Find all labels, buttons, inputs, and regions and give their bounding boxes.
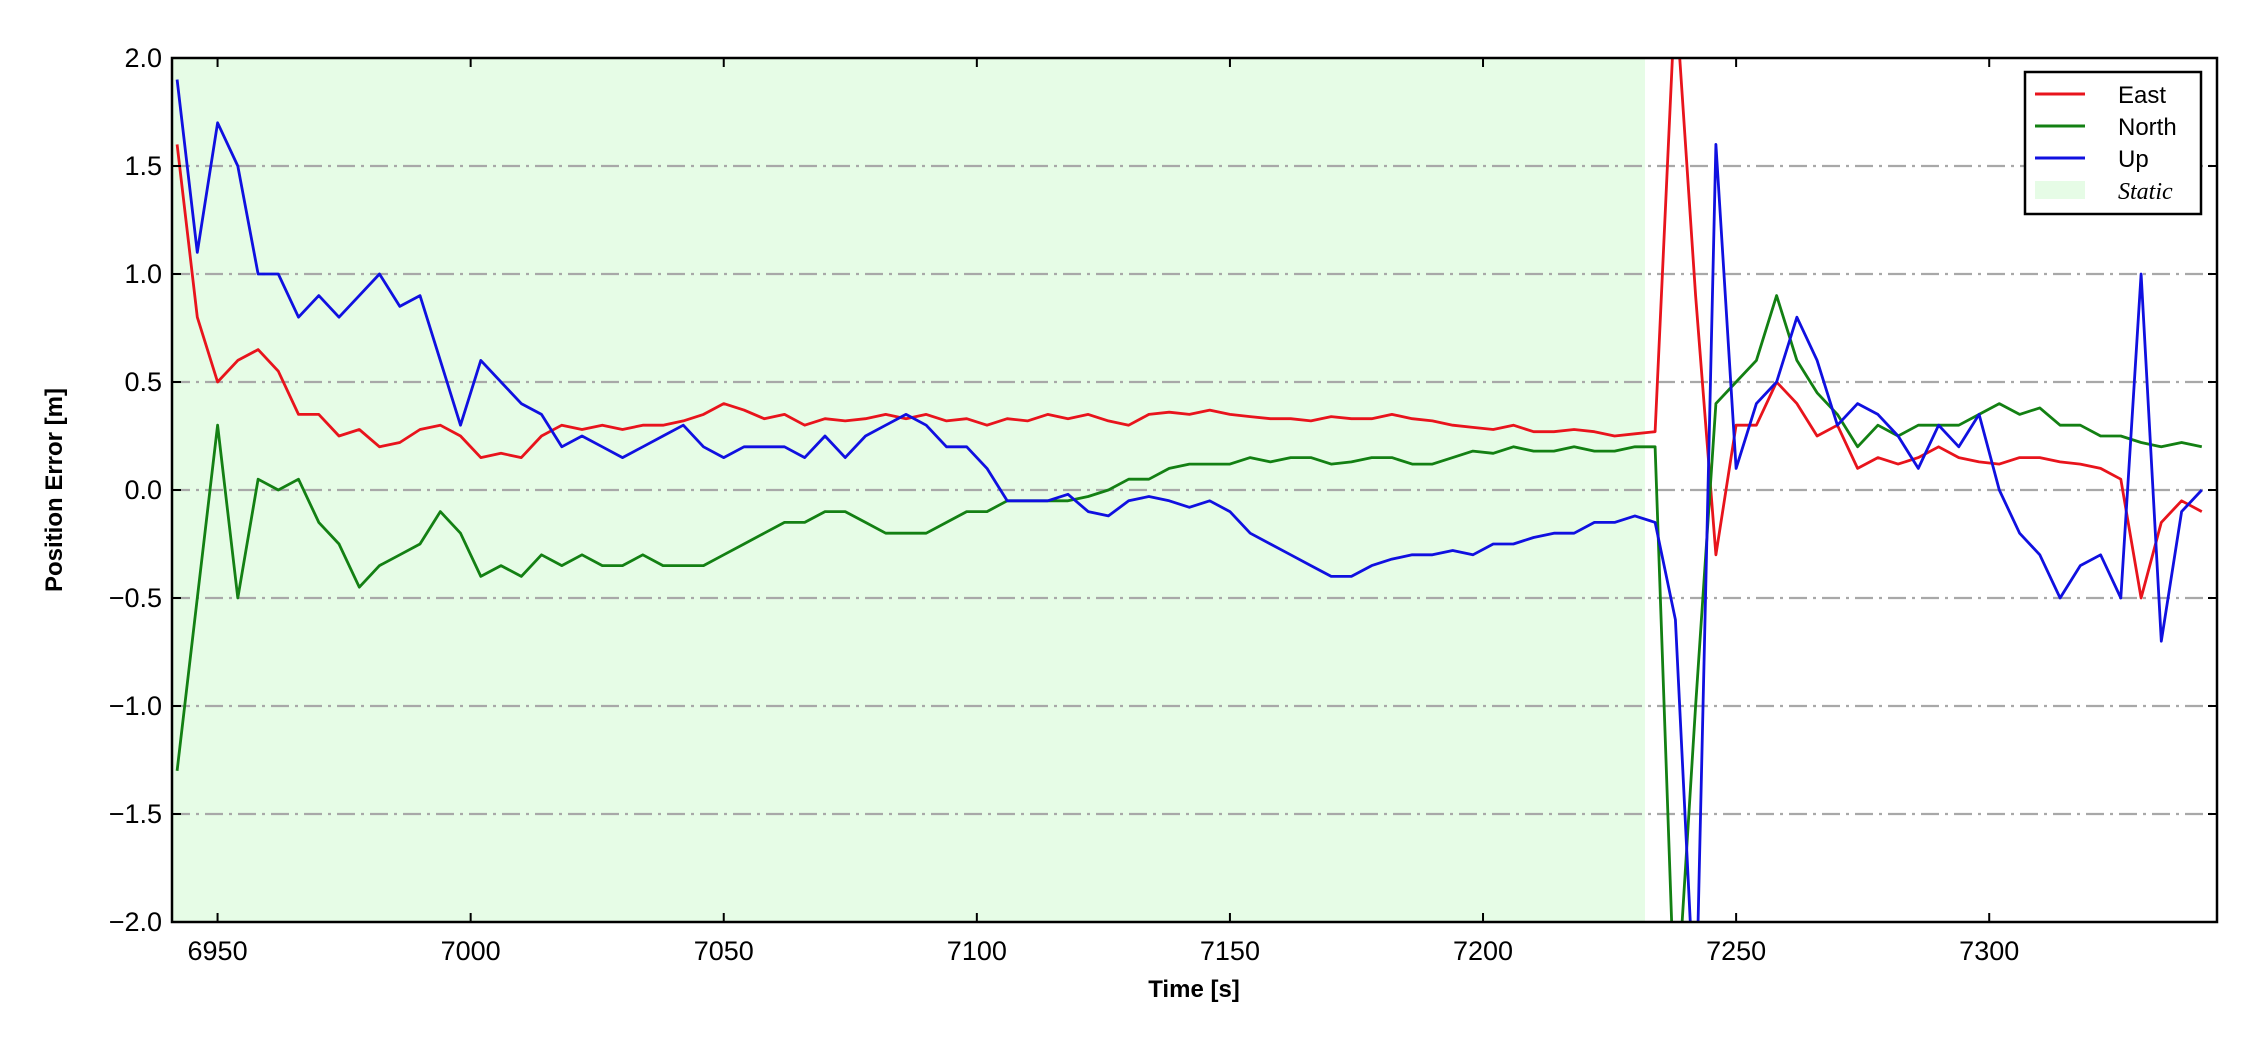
series-line [175, 79, 2203, 922]
x-axis-label: Time [s] [1148, 976, 1240, 1003]
y-tick-label: 0.0 [124, 475, 162, 505]
series-line [175, 58, 2203, 600]
legend-label: Up [2118, 146, 2149, 173]
x-tick-label: 7200 [1453, 936, 1513, 966]
x-tick-label: 7300 [1959, 936, 2019, 966]
legend-label: Static [2118, 179, 2173, 205]
legend-swatch [2035, 181, 2085, 199]
line-layer [175, 58, 2203, 922]
y-tick-label: −1.5 [109, 799, 162, 829]
x-tick-label: 7000 [441, 936, 501, 966]
series-line [175, 294, 2203, 922]
tick-layer: −2.0 −1.5 −1.0 −0.5 0.0 0.5 1.0 1.5 2.0 6950 7000 7… [109, 43, 2217, 966]
x-tick-label: 7050 [694, 936, 754, 966]
x-tick-label: 6950 [188, 936, 248, 966]
y-tick-label: −2.0 [109, 907, 162, 937]
y-tick-label: −1.0 [109, 691, 162, 721]
y-tick-label: −0.5 [109, 583, 162, 613]
legend-label: East [2118, 82, 2166, 109]
y-axis-label: Position Error [m] [41, 388, 68, 592]
grid-layer [172, 164, 2217, 816]
x-tick-label: 7150 [1200, 936, 1260, 966]
y-tick-label: 1.5 [124, 151, 162, 181]
legend-label: North [2118, 114, 2177, 141]
y-tick-label: 1.0 [124, 259, 162, 289]
y-tick-label: 0.5 [124, 367, 162, 397]
x-tick-label: 7100 [947, 936, 1007, 966]
legend: East North Up Static [2023, 70, 2203, 216]
y-tick-label: 2.0 [124, 43, 162, 73]
x-tick-label: 7250 [1706, 936, 1766, 966]
